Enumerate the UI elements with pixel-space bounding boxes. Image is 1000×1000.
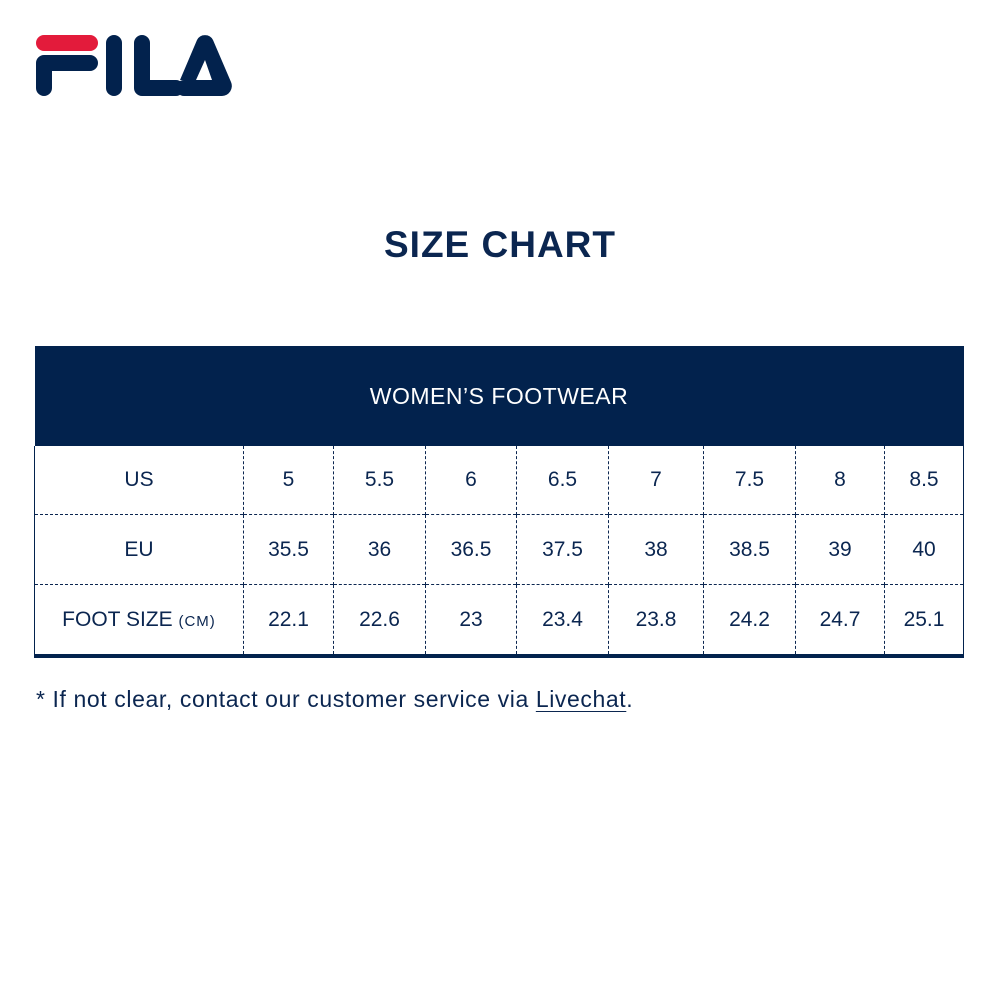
size-cell: 5 <box>243 446 334 515</box>
size-cell: 23.8 <box>608 584 704 658</box>
table-row: FOOT SIZE (CM) 22.1 22.6 23 23.4 23.8 24.2 24.7… <box>34 584 964 658</box>
size-cell: 22.1 <box>243 584 334 658</box>
size-cell: 8.5 <box>884 446 964 515</box>
row-label: US <box>34 446 244 515</box>
help-note: * If not clear, contact our customer ser… <box>36 686 633 713</box>
size-cell: 24.7 <box>795 584 885 658</box>
size-chart-table: WOMEN’S FOOTWEAR US 5 5.5 6 6.5 7 7.5 8 8.5 EU 35.… <box>34 346 964 658</box>
size-cell: 36.5 <box>425 514 517 585</box>
row-label: EU <box>34 514 244 585</box>
size-cell: 23 <box>425 584 517 658</box>
size-cell: 35.5 <box>243 514 334 585</box>
note-suffix: . <box>626 686 634 712</box>
size-cell: 40 <box>884 514 964 585</box>
size-cell: 22.6 <box>333 584 426 658</box>
table-row: US 5 5.5 6 6.5 7 7.5 8 8.5 <box>34 446 964 515</box>
note-text: * If not clear, contact our customer ser… <box>36 686 536 712</box>
page-title: SIZE CHART <box>384 224 616 265</box>
row-label: FOOT SIZE (CM) <box>34 584 244 658</box>
row-label-text: FOOT SIZE <box>62 607 173 631</box>
size-cell: 24.2 <box>703 584 796 658</box>
size-cell: 7 <box>608 446 704 515</box>
size-cell: 38.5 <box>703 514 796 585</box>
size-cell: 25.1 <box>884 584 964 658</box>
size-cell: 38 <box>608 514 704 585</box>
size-cell: 36 <box>333 514 426 585</box>
size-cell: 5.5 <box>333 446 426 515</box>
table-row: EU 35.5 36 36.5 37.5 38 38.5 39 40 <box>34 514 964 585</box>
row-label-text: US <box>124 468 154 491</box>
size-cell: 37.5 <box>516 514 609 585</box>
row-label-text: EU <box>124 537 154 561</box>
size-cell: 6.5 <box>516 446 609 515</box>
size-cell: 6 <box>425 446 517 515</box>
size-cell: 39 <box>795 514 885 585</box>
size-cell: 8 <box>795 446 885 515</box>
row-unit: (CM) <box>178 612 216 630</box>
fila-logo <box>36 35 232 96</box>
size-cell: 7.5 <box>703 446 796 515</box>
size-cell: 23.4 <box>516 584 609 658</box>
livechat-link[interactable]: Livechat <box>535 686 627 712</box>
table-header: WOMEN’S FOOTWEAR <box>34 346 964 446</box>
